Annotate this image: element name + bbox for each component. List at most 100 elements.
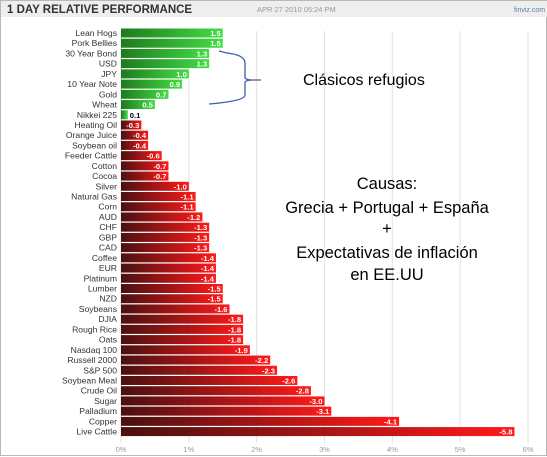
data-label: -1.0 [174,182,187,191]
category-label: Rough Rice [72,324,117,334]
x-tick-label: 5% [455,445,466,454]
data-label: -0.4 [133,141,147,150]
category-label: Feeder Cattle [65,151,117,161]
bar [121,345,250,355]
x-tick-label: 6% [523,445,534,454]
bar [121,304,230,314]
bar [121,48,210,58]
x-tick-label: 0% [116,445,127,454]
category-label: CAD [99,243,117,253]
category-label: Copper [89,416,117,426]
bar [121,386,311,396]
category-label: Corn [98,202,117,212]
category-label: Sugar [94,396,117,406]
header-bar [1,1,547,17]
data-label: -1.8 [228,315,241,324]
category-label: Crude Oil [81,386,117,396]
finviz-logo: finviz.com [514,7,545,14]
bar [121,38,223,48]
bar [121,406,332,416]
data-label: 0.5 [142,101,153,110]
bar [121,100,155,110]
data-label: -0.3 [126,121,139,130]
data-label: 1.3 [197,49,208,58]
bar [121,294,223,304]
bar [121,28,223,38]
category-label: Soybean oil [72,140,117,150]
x-tick-label: 4% [387,445,398,454]
bar [121,253,216,263]
data-label: -0.6 [147,152,160,161]
data-label: -2.3 [262,366,275,375]
data-label: -4.1 [384,417,398,426]
category-label: Platinum [84,273,117,283]
data-label: -1.9 [235,346,248,355]
annotation-refugios: Clásicos refugios [303,72,425,89]
x-tick-label: 1% [183,445,194,454]
data-label: -1.2 [187,213,200,222]
bar [121,324,244,334]
category-label: NZD [99,294,117,304]
data-label: -1.4 [201,264,215,273]
bar [121,151,162,161]
bar [121,192,196,202]
category-label: Live Cattle [76,427,117,437]
bar [121,110,128,120]
category-label: Silver [96,181,118,191]
bar [121,232,210,242]
category-label: Lumber [88,284,117,294]
data-label: 1.3 [197,60,208,69]
bar [121,396,325,406]
category-label: Natural Gas [71,192,117,202]
data-label: -1.8 [228,325,241,334]
category-label: Nikkei 225 [77,110,117,120]
data-label: -1.3 [194,244,207,253]
category-label: Gold [99,89,117,99]
bar [121,263,216,273]
bar [121,79,183,89]
bar [121,171,169,181]
category-label: JPY [101,69,117,79]
bar [121,69,189,79]
bar [121,365,278,375]
x-tick-label: 3% [319,445,330,454]
bar [121,120,142,130]
data-label: 1.0 [176,70,187,79]
bracket-refugios [208,50,261,105]
chart-title: 1 DAY RELATIVE PERFORMANCE [7,4,192,16]
data-label: -2.2 [255,356,268,365]
category-label: Cotton [92,161,118,171]
data-label: 1.5 [210,39,221,48]
bar [121,181,189,191]
bar [121,130,149,140]
bar [121,89,169,99]
bar [121,222,210,232]
x-axis-ticks: 0% 1% 2% 3% 4% 5% 6% [116,445,534,454]
bar [121,202,196,212]
bar [121,161,169,171]
data-label: 0.9 [169,80,180,89]
data-label: -1.5 [208,295,222,304]
bar [121,284,223,293]
data-label: -2.8 [296,387,309,396]
annotation-causas-plus: + [382,220,392,238]
bar [121,273,216,283]
data-label: -0.7 [153,162,166,171]
category-label: Wheat [92,100,117,110]
category-label: Russell 2000 [67,355,117,365]
data-label: 0.1 [130,111,141,120]
category-label: DJIA [98,314,117,324]
bar [121,243,210,253]
annotation-causas-title: Causas: [357,175,418,193]
data-label: -1.8 [228,336,241,345]
x-tick-label: 2% [251,445,262,454]
category-label: GBP [99,232,117,242]
data-label: -1.1 [181,203,195,212]
annotation-causas-line2: Expectativas de inflación [296,244,478,262]
data-label: 0.7 [156,90,167,99]
data-label: -1.1 [181,193,195,202]
bar [121,140,149,150]
